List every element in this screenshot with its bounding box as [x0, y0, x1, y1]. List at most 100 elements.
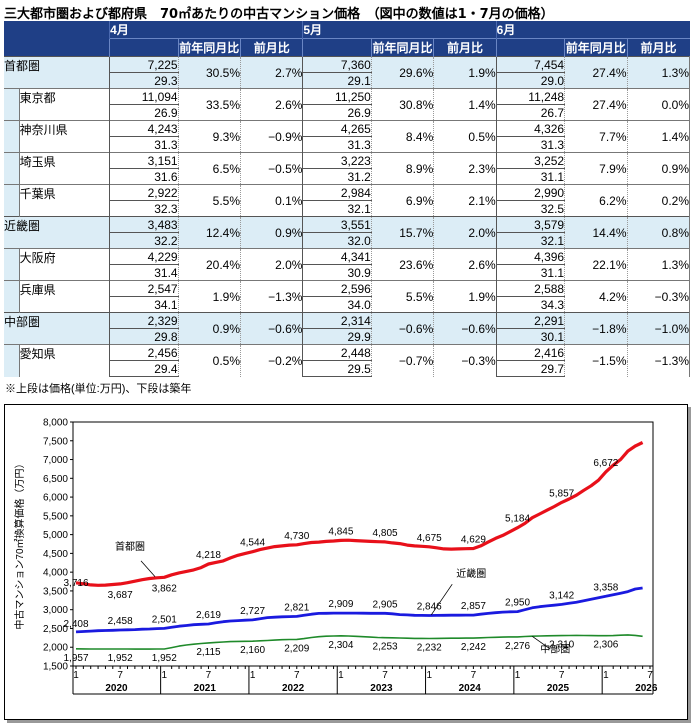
price-cell: 11,248: [495, 88, 565, 105]
mom-cell: 0.0%: [626, 88, 691, 121]
mom-cell: 2.0%: [240, 248, 303, 281]
price-trend-chart: 1,500 2,000 2,500 3,000 3,500 4,000 4,500 5,000…: [4, 404, 688, 720]
subheader-mom: 前月比: [626, 38, 690, 57]
yoy-cell: 7.9%: [564, 152, 628, 185]
table-row-age: 29.8 29.9 30.1: [4, 328, 690, 345]
subheader-blank: [302, 38, 372, 57]
data-label-shutoken: 4,675: [417, 533, 442, 544]
age-cell: 32.2: [109, 232, 179, 249]
data-label-chubu: 2,253: [373, 642, 398, 653]
mom-cell: 1.4%: [626, 120, 691, 153]
region-label: 中部圏: [4, 312, 110, 345]
data-label-shutoken: 4,629: [461, 535, 486, 546]
mom-cell: −1.0%: [626, 312, 691, 345]
age-cell: 31.2: [302, 168, 372, 185]
prefecture-label: 兵庫県: [18, 280, 110, 313]
data-label-kinki: 2,950: [505, 598, 530, 609]
table-row: 大阪府 4,229 20.4% 2.0% 4,341 23.6% 2.6% 4,396 22.1…: [4, 248, 691, 281]
data-label-kinki: 2,857: [461, 601, 486, 612]
y-tick-label: 4,500: [43, 549, 68, 560]
y-tick-label: 6,000: [43, 493, 68, 504]
price-cell: 7,225: [109, 56, 179, 73]
x-month-label: 1: [338, 670, 344, 681]
x-month-label: 1: [426, 670, 432, 681]
y-tick-label: 1,500: [43, 662, 68, 673]
mom-cell: −0.6%: [240, 312, 303, 345]
age-cell: 32.1: [302, 200, 372, 217]
data-label-shutoken: 6,672: [593, 458, 618, 469]
table-row-age: 34.1 34.0 34.3: [4, 296, 690, 313]
x-month-label: 7: [647, 670, 653, 681]
data-label-chubu: 2,232: [417, 643, 442, 654]
y-tick-label: 6,500: [43, 474, 68, 485]
mom-cell: 0.5%: [433, 120, 497, 153]
age-cell: 30.9: [302, 264, 372, 281]
mom-cell: 0.8%: [626, 216, 691, 249]
table-note: ※上段は価格(単位:万円)、下段は築年: [5, 383, 192, 395]
yoy-cell: 30.5%: [177, 56, 241, 89]
mom-cell: 1.9%: [433, 56, 497, 89]
prefecture-label: 東京都: [18, 88, 110, 121]
x-month-label: 1: [73, 670, 79, 681]
mom-cell: 2.1%: [433, 184, 497, 217]
yoy-cell: 6.2%: [564, 184, 628, 217]
y-tick-label: 8,000: [43, 418, 68, 429]
age-cell: 32.3: [109, 200, 179, 217]
table-row: 兵庫県 2,547 1.9% −1.3% 2,596 5.5% 1.9% 2,588 4.2% −…: [4, 280, 691, 313]
age-cell: 31.3: [109, 136, 179, 153]
month-header-may: 5月: [302, 21, 497, 39]
price-table: 4月 5月 6月 前年同月比 前月比 前年同月比 前月比 前年同月比 前月比 首…: [4, 21, 691, 377]
yoy-cell: −0.6%: [370, 312, 434, 345]
table-row: 千葉県 2,922 5.5% 0.1% 2,984 6.9% 2.1% 2,990 6.2% 0.…: [4, 184, 691, 217]
x-month-label: 1: [603, 670, 609, 681]
y-tick-label: 4,000: [43, 568, 68, 579]
mom-cell: 2.3%: [433, 152, 497, 185]
series-line-shutoken: [75, 441, 644, 587]
data-label-shutoken: 5,184: [505, 514, 530, 525]
x-month-label: 7: [382, 670, 388, 681]
indent-spacer: [4, 184, 20, 217]
age-cell: 31.3: [302, 136, 372, 153]
x-year-label: 2020: [105, 683, 128, 694]
price-cell: 2,416: [495, 344, 565, 361]
indent-spacer: [4, 280, 20, 313]
yoy-cell: 12.4%: [177, 216, 241, 249]
prefecture-label: 愛知県: [18, 344, 110, 377]
subheader-blank: [495, 38, 565, 57]
yoy-cell: 15.7%: [370, 216, 434, 249]
region-label: 近畿圏: [4, 216, 110, 249]
yoy-cell: 29.6%: [370, 56, 434, 89]
data-label-kinki: 2,727: [240, 606, 265, 617]
data-label-chubu: 2,115: [196, 647, 221, 658]
age-cell: 31.6: [109, 168, 179, 185]
age-cell: 31.1: [495, 168, 565, 185]
series-line-kinki: [75, 586, 643, 634]
mom-cell: 2.7%: [240, 56, 303, 89]
yoy-cell: 8.4%: [370, 120, 434, 153]
age-cell: 26.9: [109, 104, 179, 121]
data-label-chubu: 1,952: [108, 653, 133, 664]
age-cell: 32.5: [495, 200, 565, 217]
y-tick-label: 7,000: [43, 455, 68, 466]
price-cell: 11,094: [109, 88, 179, 105]
price-cell: 4,265: [302, 120, 372, 137]
price-cell: 7,360: [302, 56, 372, 73]
table-row-age: 29.4 29.5 29.7: [4, 360, 690, 377]
x-year-label: 2025: [547, 683, 570, 694]
price-cell: 2,922: [109, 184, 179, 201]
mom-cell: −0.3%: [433, 344, 497, 377]
yoy-cell: 6.9%: [370, 184, 434, 217]
mom-cell: 0.1%: [240, 184, 303, 217]
data-label-kinki: 2,909: [328, 599, 353, 610]
table-row-age: 31.6 31.2 31.1: [4, 168, 690, 185]
y-tick-label: 5,500: [43, 511, 68, 522]
price-cell: 4,326: [495, 120, 565, 137]
price-cell: 4,341: [302, 248, 372, 265]
price-cell: 3,579: [495, 216, 565, 233]
table-row: 愛知県 2,456 0.5% −0.2% 2,448 −0.7% −0.3% 2,416 −1.…: [4, 344, 691, 377]
x-year-label: 2021: [194, 683, 217, 694]
x-year-label: 2022: [282, 683, 305, 694]
indent-spacer: [4, 344, 20, 377]
x-year-label: 2023: [370, 683, 393, 694]
data-label-chubu: 2,306: [593, 640, 618, 651]
